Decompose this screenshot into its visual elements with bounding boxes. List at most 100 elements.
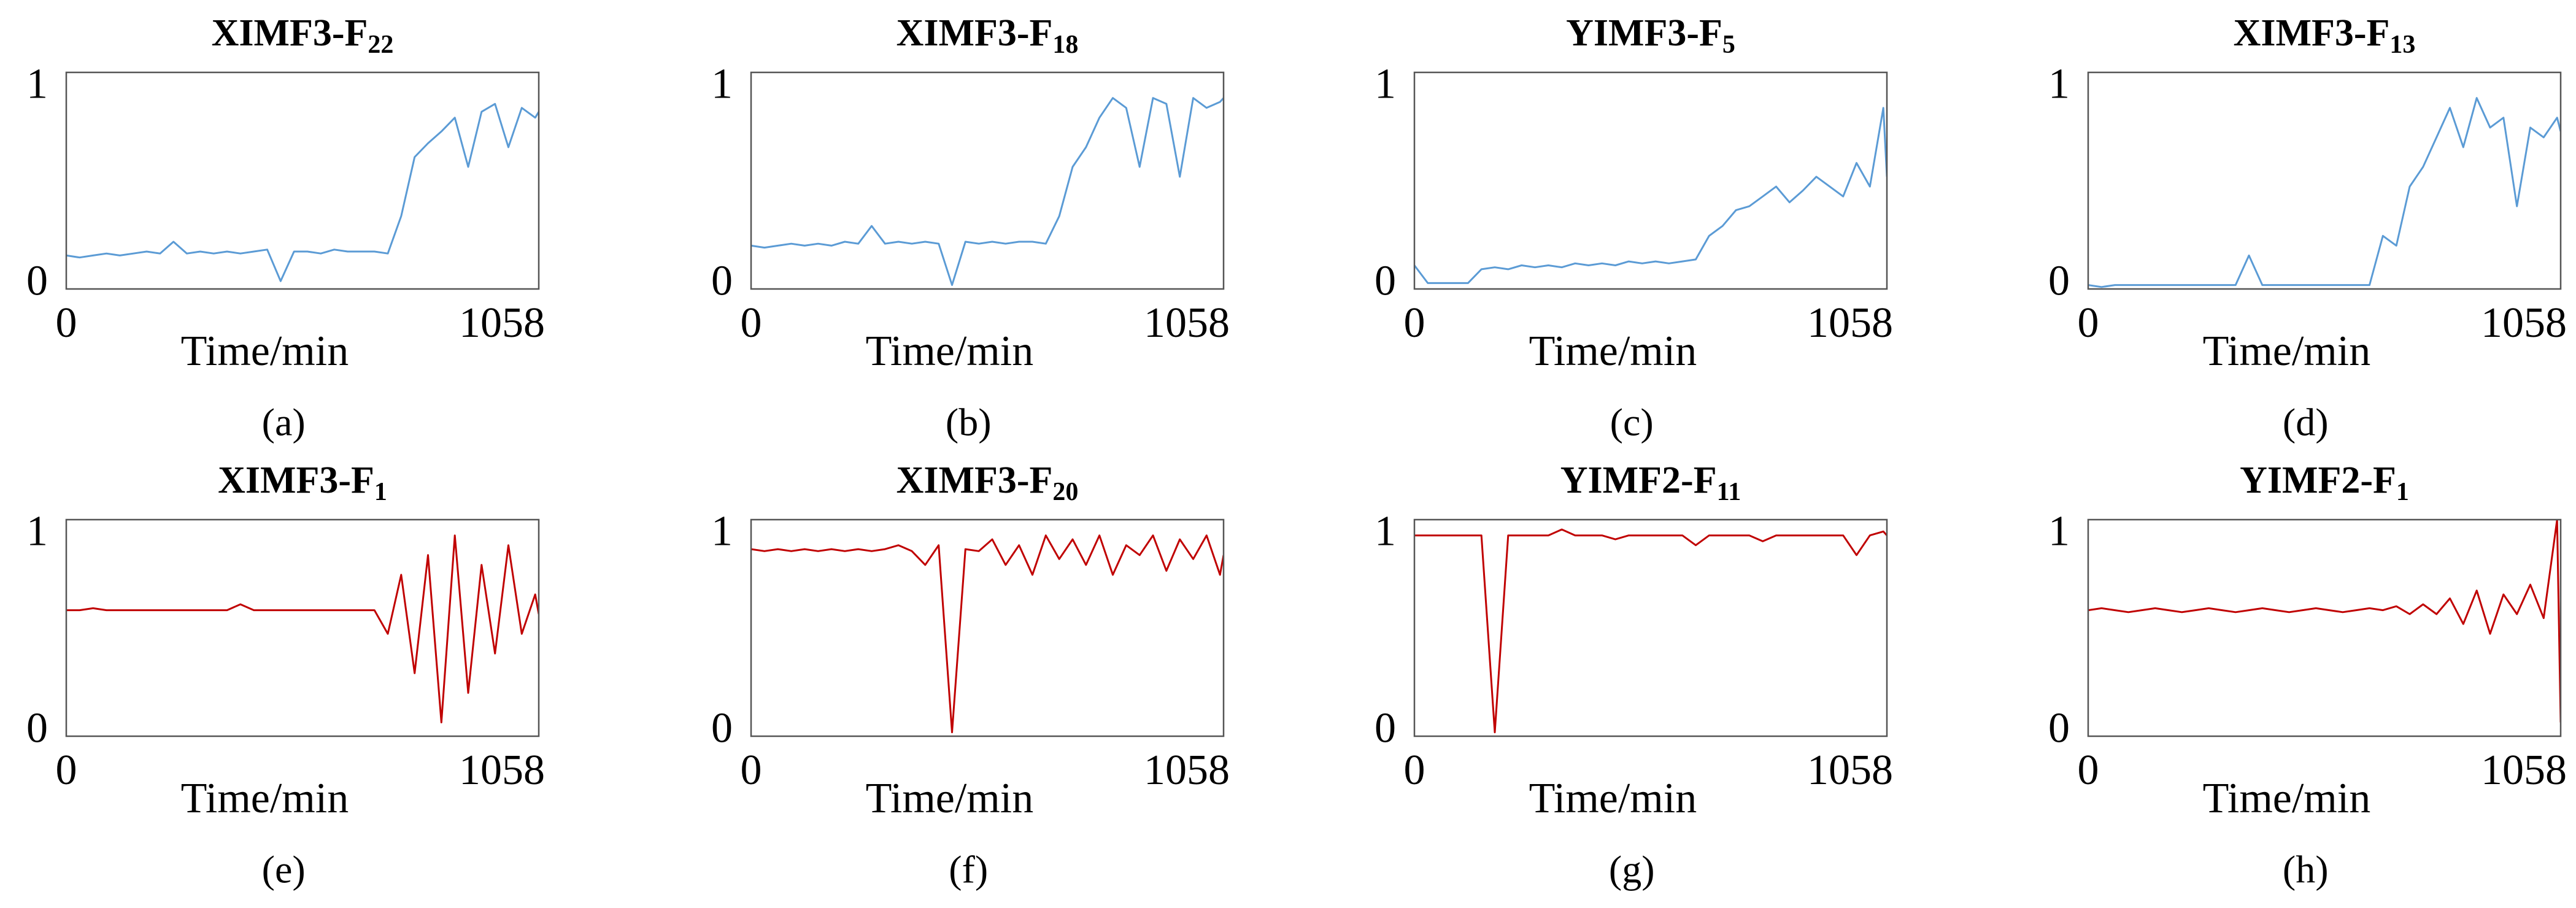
y-tick-label: 1	[26, 508, 48, 555]
subplot-title: XIMF3-F13	[2234, 12, 2416, 58]
plot-area	[1414, 528, 1887, 734]
x-tick-label: 1058	[2481, 299, 2567, 347]
subplot-caption: (h)	[2283, 848, 2329, 891]
title-main: XIMF3-F	[897, 460, 1053, 501]
y-tick-label: 1	[2048, 508, 2070, 555]
y-tick-label: 0	[2048, 258, 2070, 305]
y-tick-label: 0	[1375, 258, 1396, 305]
plot-area	[751, 534, 1224, 734]
data-line	[1414, 107, 1887, 284]
x-tick-label: 0	[56, 299, 77, 347]
axes-frame	[750, 71, 1225, 290]
y-tick-label: 1	[1375, 61, 1396, 108]
axes-frame	[750, 518, 1225, 737]
subplot: YIMF3-F5 0 1 0 1058 Time/min (c)	[1375, 12, 1893, 444]
y-tick-label: 0	[711, 705, 733, 752]
title-main: XIMF3-F	[2234, 12, 2390, 54]
subplot-caption: (a)	[262, 401, 306, 444]
subplot-title: XIMF3-F18	[897, 12, 1079, 58]
x-tick-label: 0	[1404, 299, 1425, 347]
subplot-caption: (e)	[262, 848, 306, 891]
title-main: XIMF3-F	[218, 460, 374, 501]
plot-area	[751, 97, 1224, 287]
axes-frame	[1413, 71, 1888, 290]
y-tick-label: 0	[2048, 705, 2070, 752]
data-line	[66, 102, 539, 282]
axes-frame	[1413, 518, 1888, 737]
y-tick-label: 1	[26, 61, 48, 108]
plot-area	[2088, 520, 2561, 723]
data-line	[1414, 528, 1887, 734]
data-line	[2088, 520, 2561, 723]
title-main: YIMF3-F	[1566, 12, 1722, 54]
plot-area	[1414, 107, 1887, 284]
x-tick-label: 0	[2078, 747, 2099, 794]
plot-area	[2088, 97, 2561, 288]
axes-frame	[2087, 518, 2562, 737]
subplot: XIMF3-F18 0 1 0 1058 Time/min (b)	[711, 12, 1230, 444]
title-subscript: 13	[2389, 31, 2415, 59]
subplot-title: XIMF3-F1	[218, 460, 387, 506]
title-main: YIMF2-F	[1560, 460, 1717, 501]
plot-area	[66, 534, 539, 723]
subplot-caption: (b)	[946, 401, 992, 444]
title-subscript: 20	[1052, 478, 1078, 506]
x-tick-label: 1058	[459, 747, 545, 794]
subplot-title: XIMF3-F22	[212, 12, 394, 58]
x-tick-label: 0	[1404, 747, 1425, 794]
subplot: XIMF3-F22 0 1 0 1058 Time/min (a)	[26, 12, 545, 444]
title-subscript: 22	[368, 31, 393, 59]
x-tick-label: 1058	[2481, 747, 2567, 794]
x-axis-label: Time/min	[866, 328, 1034, 375]
x-tick-label: 0	[741, 747, 762, 794]
x-axis-label: Time/min	[181, 775, 349, 822]
data-line	[2088, 97, 2561, 288]
y-tick-label: 1	[711, 508, 733, 555]
x-axis-label: Time/min	[1529, 775, 1697, 822]
subplot-title: XIMF3-F20	[897, 460, 1079, 506]
subplot-caption: (d)	[2283, 401, 2329, 444]
title-subscript: 1	[374, 478, 387, 506]
x-axis-label: Time/min	[2203, 328, 2371, 375]
title-main: YIMF2-F	[2240, 460, 2396, 501]
title-main: XIMF3-F	[897, 12, 1053, 54]
x-axis-label: Time/min	[866, 775, 1034, 822]
y-tick-label: 0	[1375, 705, 1396, 752]
x-tick-label: 1058	[1144, 299, 1230, 347]
title-subscript: 5	[1722, 31, 1735, 59]
axes-frame	[2087, 71, 2562, 290]
y-tick-label: 0	[26, 258, 48, 305]
x-tick-label: 0	[741, 299, 762, 347]
subplot: XIMF3-F20 0 1 0 1058 Time/min (f)	[711, 460, 1230, 891]
subplot: YIMF2-F11 0 1 0 1058 Time/min (g)	[1375, 460, 1893, 891]
x-axis-label: Time/min	[1529, 328, 1697, 375]
y-tick-label: 0	[711, 258, 733, 305]
y-tick-label: 1	[711, 61, 733, 108]
x-tick-label: 1058	[1807, 299, 1893, 347]
x-tick-label: 1058	[459, 299, 545, 347]
title-subscript: 18	[1052, 31, 1078, 59]
subplot-title: YIMF3-F5	[1566, 12, 1735, 58]
x-axis-label: Time/min	[2203, 775, 2371, 822]
x-tick-label: 0	[56, 747, 77, 794]
plot-area	[66, 102, 539, 282]
subplot-caption: (g)	[1609, 848, 1655, 891]
subplot-caption: (c)	[1610, 401, 1654, 444]
y-tick-label: 0	[26, 705, 48, 752]
title-subscript: 1	[2396, 478, 2409, 506]
x-axis-label: Time/min	[181, 328, 349, 375]
axes-frame	[65, 71, 540, 290]
y-tick-label: 1	[2048, 61, 2070, 108]
data-line	[66, 534, 539, 723]
title-subscript: 11	[1717, 478, 1741, 506]
subplot: XIMF3-F13 0 1 0 1058 Time/min (d)	[2048, 12, 2567, 444]
subplot-title: YIMF2-F1	[2240, 460, 2409, 506]
x-tick-label: 1058	[1807, 747, 1893, 794]
title-main: XIMF3-F	[212, 12, 368, 54]
axes-frame	[65, 518, 540, 737]
subplot-title: YIMF2-F11	[1560, 460, 1741, 506]
x-tick-label: 1058	[1144, 747, 1230, 794]
